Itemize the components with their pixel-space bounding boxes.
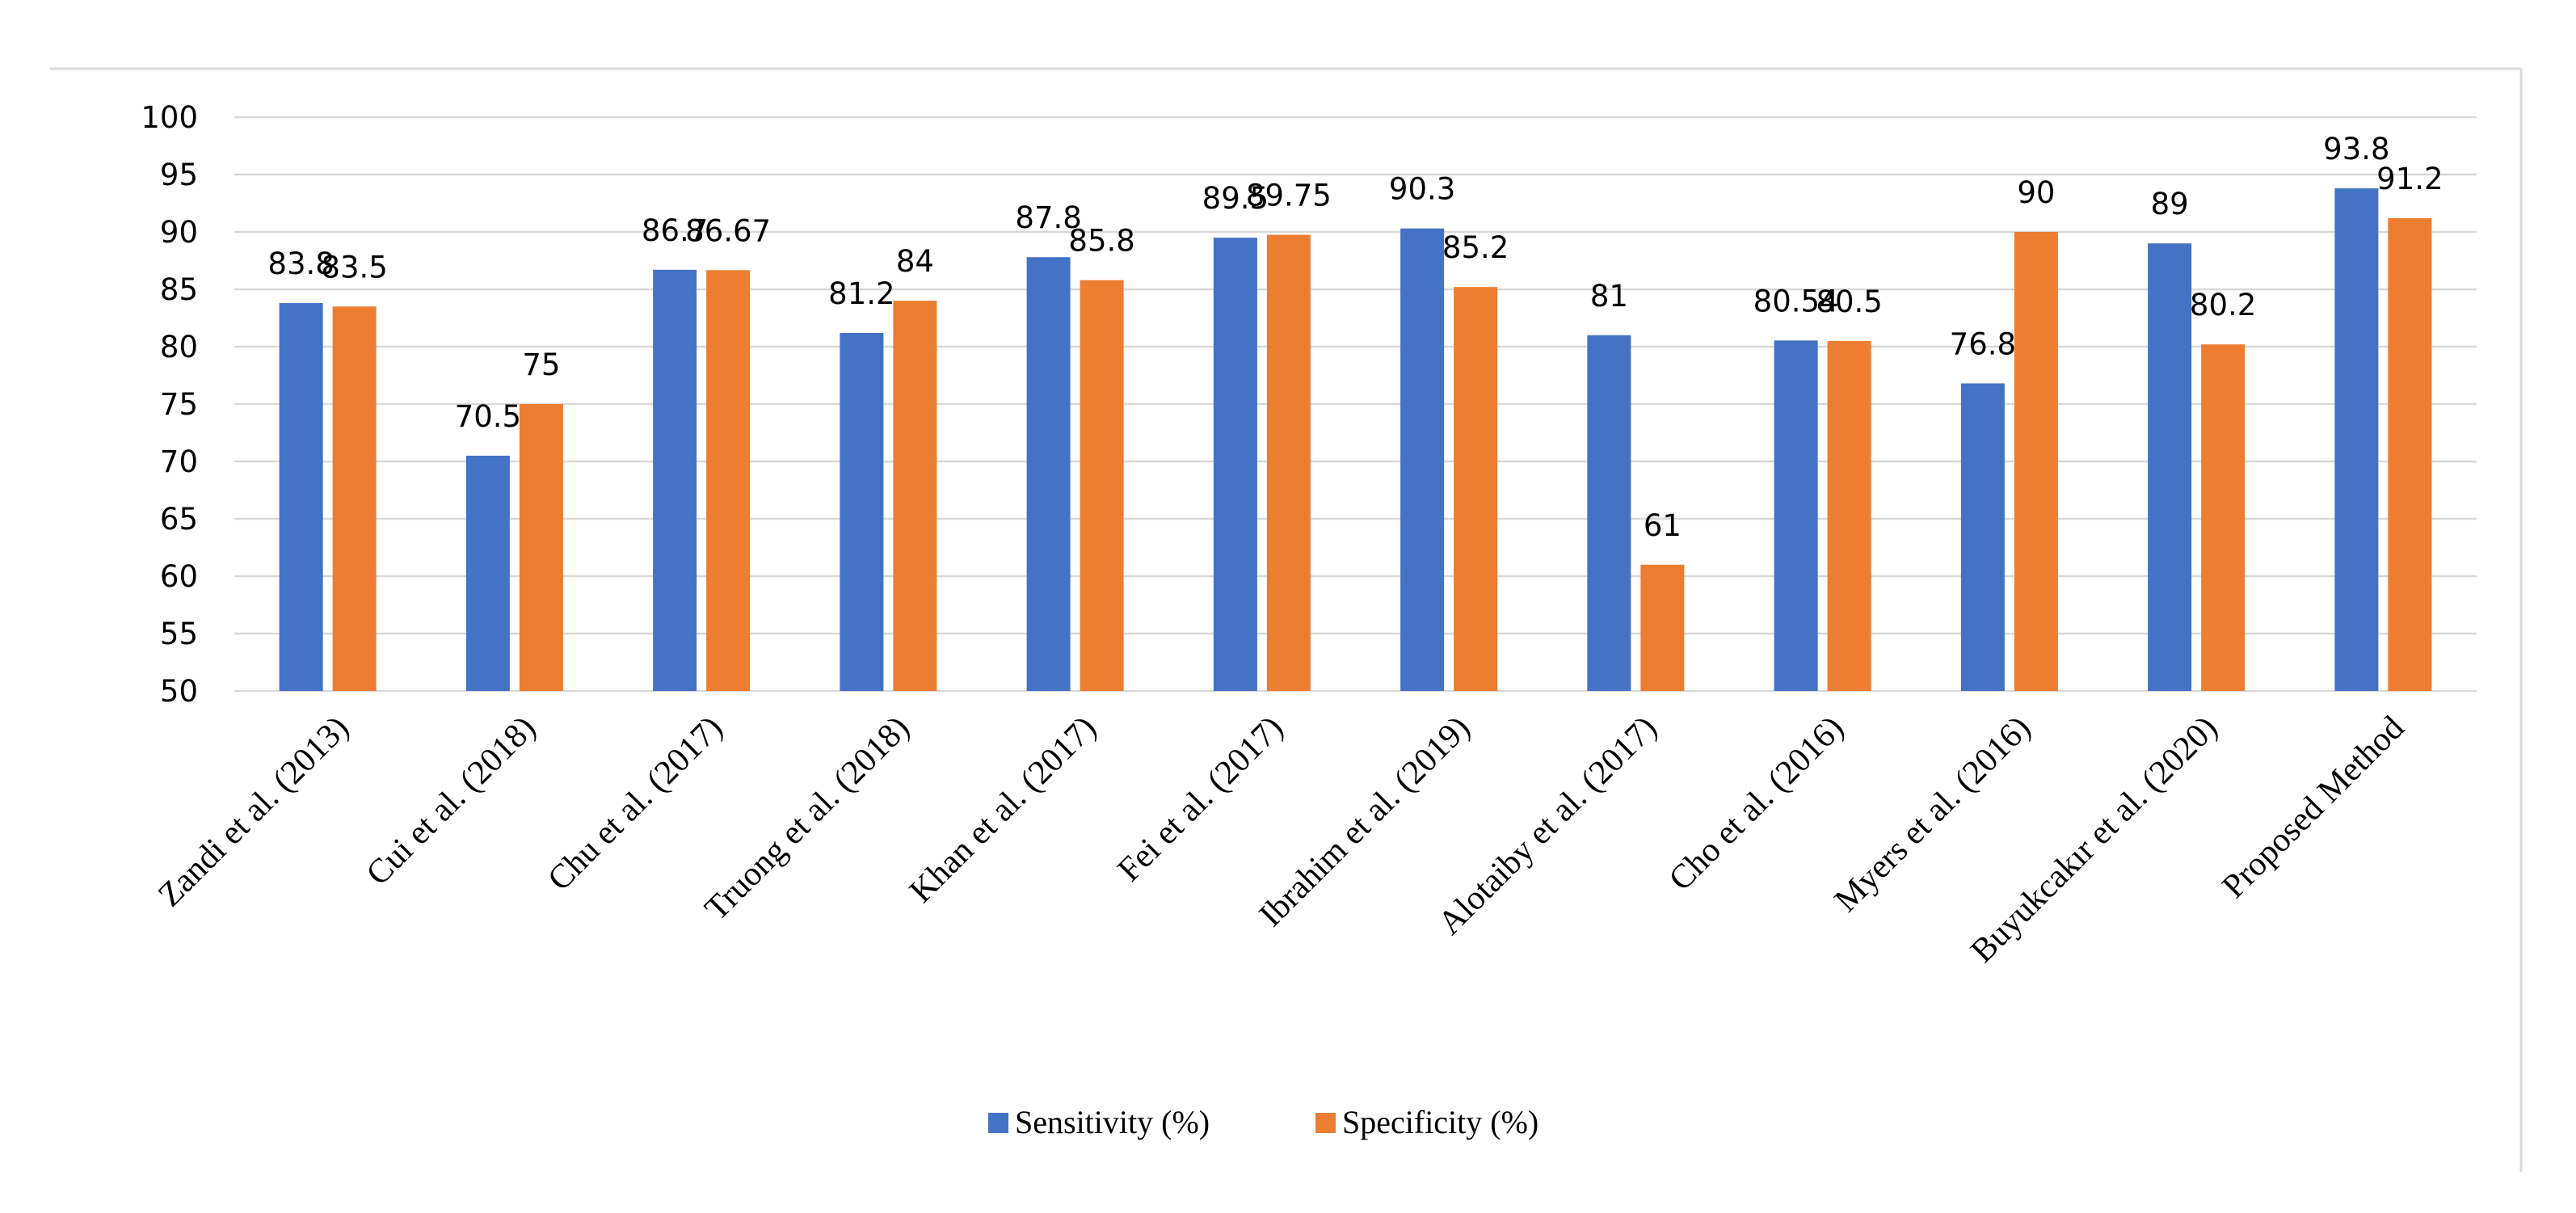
data-label-specificity: 89.75	[1246, 179, 1332, 213]
data-label-specificity: 61	[1644, 508, 1682, 543]
category-label: Myers et al. (2016)	[1828, 710, 2038, 920]
data-label-specificity: 84	[896, 244, 934, 279]
bar-specificity	[2388, 217, 2432, 692]
data-label-specificity: 80.5	[1816, 284, 1882, 319]
y-tick-label: 65	[160, 502, 198, 537]
y-tick-label: 100	[141, 100, 198, 135]
y-tick-label: 55	[160, 617, 198, 651]
data-label-sensitivity: 89	[2151, 187, 2189, 221]
bar-specificity	[2014, 232, 2058, 691]
legend-swatch-sensitivity	[988, 1113, 1008, 1133]
data-label-specificity: 85.2	[1442, 230, 1509, 265]
bar-specificity	[893, 301, 937, 691]
data-label-sensitivity: 80.54	[1753, 284, 1839, 318]
bar-specificity	[1454, 287, 1498, 691]
y-tick-label: 85	[160, 272, 198, 307]
bar-specificity	[1266, 234, 1311, 691]
data-label-sensitivity: 87.8	[1015, 200, 1081, 235]
category-label: Zandi et al. (2013)	[151, 710, 356, 915]
y-tick-label: 50	[160, 674, 198, 709]
bar-specificity	[332, 306, 377, 691]
bar-specificity	[1640, 564, 1685, 691]
bar-sensitivity	[1400, 228, 1445, 691]
data-label-specificity: 86.67	[685, 213, 771, 248]
gridlines	[234, 116, 2477, 693]
bars	[279, 188, 2432, 692]
data-label-specificity: 75	[522, 347, 560, 382]
category-label: Proposed Method	[2216, 710, 2412, 906]
category-label: Cho et al. (2016)	[1662, 710, 1851, 899]
bar-sensitivity	[2334, 188, 2379, 692]
data-label-sensitivity: 76.8	[1950, 326, 2016, 361]
bar-sensitivity	[465, 455, 510, 691]
bar-sensitivity	[1960, 383, 2005, 691]
y-tick-label: 80	[160, 330, 198, 364]
category-label: Khan et al. (2017)	[903, 710, 1104, 911]
y-tick-label: 90	[160, 215, 198, 250]
y-tick-label: 70	[160, 444, 198, 479]
category-label: Truong et al. (2018)	[698, 710, 917, 929]
bar-sensitivity	[840, 332, 884, 691]
legend: Sensitivity (%) Specificity (%)	[988, 1104, 1538, 1140]
chart-frame	[50, 67, 2523, 1172]
data-label-specificity: 85.8	[1068, 224, 1134, 259]
data-label-sensitivity: 83.8	[267, 246, 334, 281]
y-tick-label: 95	[160, 158, 198, 192]
bar-sensitivity	[1774, 340, 1818, 691]
data-label-sensitivity: 93.8	[2323, 132, 2389, 166]
data-label-sensitivity: 89.5	[1202, 181, 1269, 216]
y-tick-label: 60	[160, 559, 198, 594]
data-label-sensitivity: 70.5	[455, 399, 521, 434]
data-label-specificity: 91.2	[2376, 162, 2443, 196]
data-label-sensitivity: 86.7	[642, 213, 708, 248]
x-axis-categories: Zandi et al. (2013) Cui et al. (2018)Chu …	[151, 710, 2411, 971]
y-axis-ticks: 50 55 60 65 70 75 80 85 90 95 100	[141, 100, 198, 709]
bar-specificity	[2201, 344, 2246, 691]
data-label-sensitivity: 90.3	[1389, 172, 1455, 207]
bar-specificity	[1827, 340, 1871, 691]
data-label-specificity: 80.2	[2190, 288, 2256, 322]
bar-sensitivity	[1213, 238, 1257, 692]
legend-swatch-specificity	[1315, 1113, 1336, 1133]
data-labels: 83.883.5 70.575 86.786.67 81.284 87.885.8 89.…	[267, 132, 2443, 543]
bar-sensitivity	[653, 269, 697, 691]
bar-specificity	[706, 270, 751, 691]
data-label-sensitivity: 81	[1590, 279, 1628, 314]
category-label: Chu et al. (2017)	[541, 710, 730, 899]
data-label-sensitivity: 81.2	[828, 276, 894, 311]
data-label-specificity: 83.5	[321, 250, 387, 284]
category-label: Ibrahim et al. (2019)	[1252, 710, 1477, 934]
bar-sensitivity	[1587, 335, 1631, 691]
data-label-specificity: 90	[2017, 175, 2055, 210]
category-label: Fei et al. (2017)	[1111, 710, 1290, 889]
legend-label-specificity: Specificity (%)	[1342, 1104, 1538, 1140]
bar-specificity	[519, 404, 563, 691]
y-tick-label: 75	[160, 387, 198, 422]
bar-sensitivity	[279, 303, 323, 691]
legend-label-sensitivity: Sensitivity (%)	[1015, 1104, 1210, 1140]
bar-sensitivity	[2148, 243, 2192, 691]
bar-sensitivity	[1026, 257, 1071, 691]
category-label: Cui et al. (2018)	[360, 710, 543, 893]
bar-specificity	[1080, 280, 1124, 691]
